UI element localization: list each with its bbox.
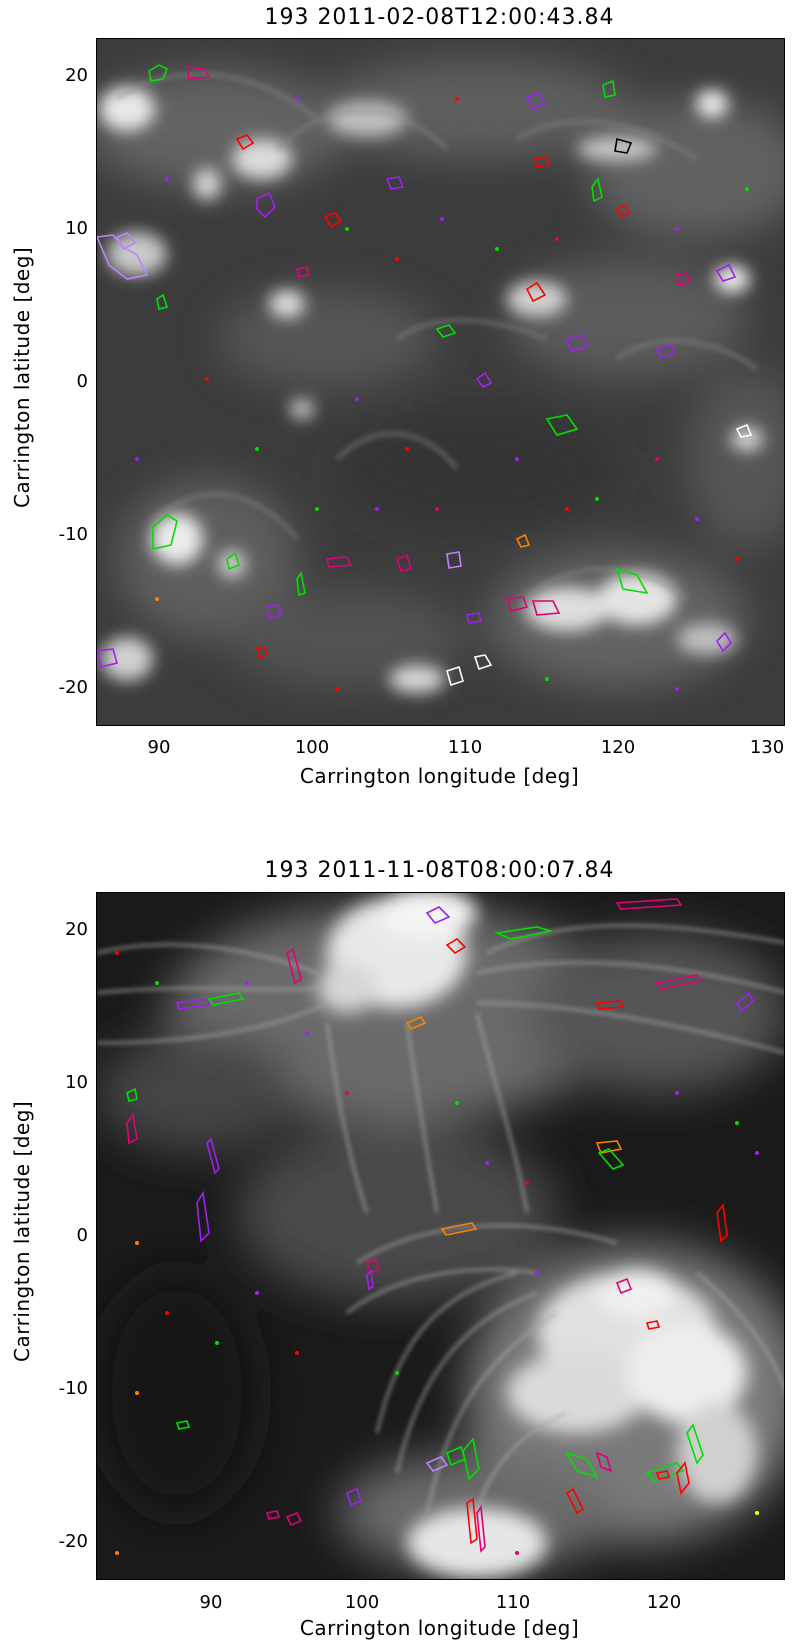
panel-1-ytick-0: 0 (76, 371, 88, 392)
panel-1-xtick-90: 90 (147, 737, 171, 758)
panel-2-ytick-0: 0 (76, 1225, 88, 1246)
panel-1-image (96, 38, 785, 726)
panel-2-ytick-10: 10 (65, 1072, 88, 1093)
panel-2-xtick-110: 110 (495, 1592, 531, 1613)
panel-2-title: 193 2011-11-08T08:00:07.84 (264, 858, 615, 883)
panel-2-ytick-neg10: -10 (58, 1378, 88, 1399)
panel-2-ytick-neg20: -20 (58, 1531, 88, 1552)
panel-1-ytick-10: 10 (65, 218, 88, 239)
panel-1-xtick-110: 110 (447, 737, 483, 758)
panel-1-xtick-100: 100 (294, 737, 330, 758)
panel-1-xtick-130: 130 (749, 737, 785, 758)
panel-1-euv-map (97, 39, 784, 725)
panel-1-title: 193 2011-02-08T12:00:43.84 (264, 5, 615, 30)
panel-2-ytick-20: 20 (65, 919, 88, 940)
panel-1-ytick-neg10: -10 (58, 524, 88, 545)
panel-1-xtick-120: 120 (600, 737, 636, 758)
panel-1-xlabel: Carrington longitude [deg] (299, 764, 580, 788)
panel-2-image (96, 892, 785, 1580)
panel-1-ytick-20: 20 (65, 65, 88, 86)
panel-1-ytick-neg20: -20 (58, 677, 88, 698)
panel-2-xtick-120: 120 (646, 1592, 682, 1613)
panel-2-xtick-100: 100 (344, 1592, 380, 1613)
panel-2-xtick-90: 90 (199, 1592, 223, 1613)
panel-2-euv-map (97, 893, 784, 1579)
panel-2-xlabel: Carrington longitude [deg] (299, 1616, 580, 1640)
